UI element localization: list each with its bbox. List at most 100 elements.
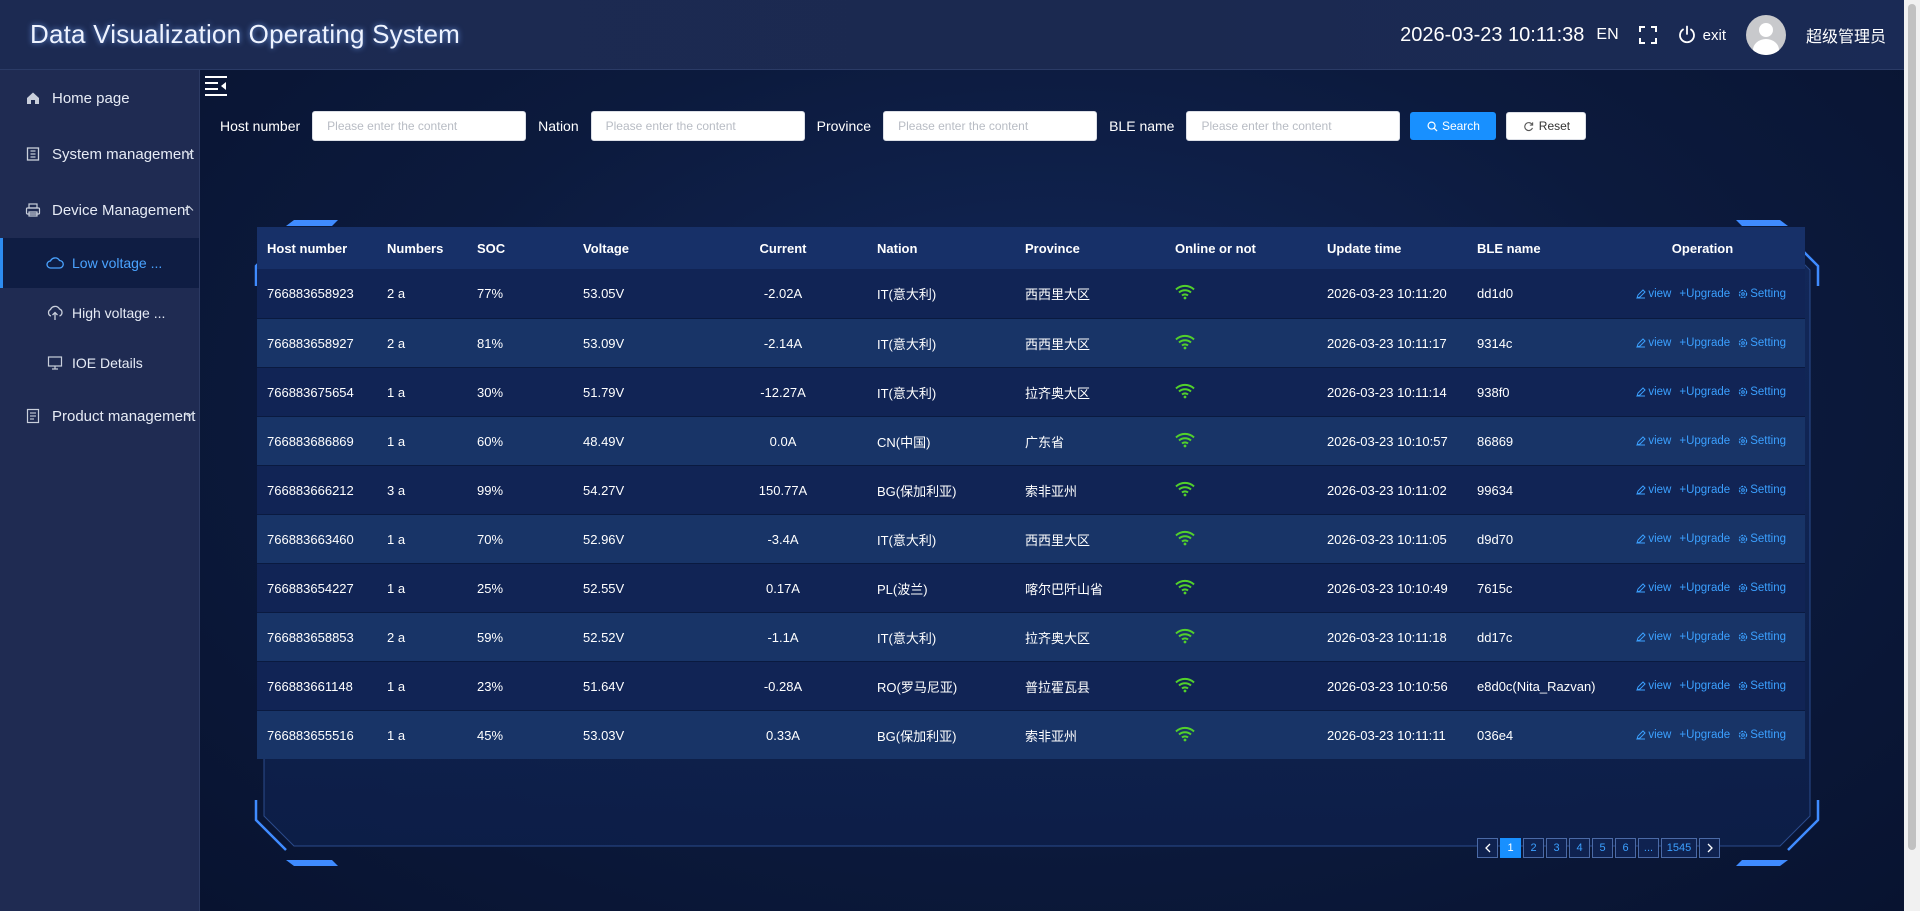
upgrade-button[interactable]: + Upgrade bbox=[1679, 386, 1730, 398]
cell-soc: 60% bbox=[477, 433, 504, 449]
cell-numbers: 1 a bbox=[387, 433, 406, 449]
view-button[interactable]: view bbox=[1636, 288, 1671, 300]
nation-input[interactable] bbox=[590, 111, 805, 141]
cell-ble-name: 9314c bbox=[1477, 335, 1513, 351]
setting-button[interactable]: Setting bbox=[1738, 337, 1786, 349]
sidebar-item-label: Device Management bbox=[52, 201, 190, 219]
page-scrollbar[interactable] bbox=[1904, 0, 1920, 911]
view-label: view bbox=[1648, 435, 1672, 447]
cell-operation: view + Upgrade Setting bbox=[1601, 337, 1804, 349]
cell-current: -12.27A bbox=[760, 384, 806, 400]
setting-button[interactable]: Setting bbox=[1738, 533, 1786, 545]
scrollbar-thumb[interactable] bbox=[1908, 4, 1916, 850]
wifi-icon bbox=[1175, 530, 1195, 545]
sidebar-item-product-management[interactable]: Product management bbox=[0, 388, 199, 444]
ble-name-input[interactable] bbox=[1186, 111, 1401, 141]
setting-label: Setting bbox=[1750, 533, 1786, 545]
exit-button[interactable]: exit bbox=[1677, 25, 1726, 45]
fullscreen-icon[interactable] bbox=[1638, 26, 1657, 44]
document-icon bbox=[24, 407, 42, 425]
cell-online bbox=[1145, 481, 1297, 500]
cell-province: 拉齐奥大区 bbox=[1025, 385, 1091, 401]
setting-button[interactable]: Setting bbox=[1738, 288, 1786, 300]
province-input[interactable] bbox=[883, 111, 1098, 141]
page-button[interactable]: 3 bbox=[1546, 838, 1567, 858]
view-button[interactable]: view bbox=[1636, 435, 1671, 447]
view-button[interactable]: view bbox=[1636, 484, 1671, 496]
cell-ble-name: 86869 bbox=[1477, 433, 1514, 449]
cloud-icon bbox=[46, 254, 64, 272]
plus-icon: + bbox=[1679, 631, 1687, 643]
setting-button[interactable]: Setting bbox=[1738, 435, 1786, 447]
user-name[interactable]: 超级管理员 bbox=[1805, 29, 1886, 46]
cell-voltage: 54.27V bbox=[583, 482, 625, 498]
column-header: BLE name bbox=[1477, 240, 1541, 256]
cell-voltage: 52.52V bbox=[583, 629, 625, 645]
view-button[interactable]: view bbox=[1636, 386, 1671, 398]
view-button[interactable]: view bbox=[1636, 680, 1671, 692]
cell-soc: 45% bbox=[477, 727, 504, 743]
search-button[interactable]: Search bbox=[1410, 112, 1497, 140]
view-button[interactable]: view bbox=[1636, 533, 1671, 545]
upgrade-button[interactable]: + Upgrade bbox=[1679, 484, 1730, 496]
table-row: 766883666212 3 a 99% 54.27V 150.77A BG(保… bbox=[257, 465, 1805, 514]
setting-button[interactable]: Setting bbox=[1738, 582, 1786, 594]
view-button[interactable]: view bbox=[1636, 337, 1671, 349]
cell-nation: CN(中国) bbox=[877, 434, 931, 450]
setting-button[interactable]: Setting bbox=[1738, 729, 1786, 741]
sidebar-subitem-low-voltage[interactable]: Low voltage ... bbox=[0, 238, 199, 288]
upgrade-button[interactable]: + Upgrade bbox=[1679, 680, 1730, 692]
page-button[interactable]: 4 bbox=[1569, 838, 1590, 858]
table-row: 766883658923 2 a 77% 53.05V -2.02A IT(意大… bbox=[257, 269, 1805, 318]
column-header: Operation bbox=[1671, 240, 1734, 256]
sidebar-item-system-management[interactable]: System management bbox=[0, 126, 199, 182]
cell-soc: 77% bbox=[477, 286, 504, 301]
upgrade-button[interactable]: + Upgrade bbox=[1679, 582, 1730, 594]
view-button[interactable]: view bbox=[1636, 729, 1671, 741]
upgrade-button[interactable]: + Upgrade bbox=[1679, 337, 1730, 349]
page-button[interactable]: 6 bbox=[1615, 838, 1636, 858]
upgrade-button[interactable]: + Upgrade bbox=[1679, 533, 1730, 545]
setting-button[interactable]: Setting bbox=[1738, 631, 1786, 643]
avatar[interactable] bbox=[1745, 15, 1786, 55]
cell-host-number: 766883661148 bbox=[267, 678, 353, 694]
wifi-icon bbox=[1175, 432, 1195, 447]
setting-button[interactable]: Setting bbox=[1738, 386, 1786, 398]
cell-voltage: 53.03V bbox=[583, 727, 625, 743]
page-button[interactable]: 2 bbox=[1523, 838, 1544, 858]
menu-collapse-icon[interactable] bbox=[204, 74, 228, 96]
sidebar-subitem-high-voltage[interactable]: High voltage ... bbox=[0, 288, 199, 338]
upgrade-button[interactable]: + Upgrade bbox=[1679, 288, 1730, 300]
view-button[interactable]: view bbox=[1636, 582, 1671, 594]
reset-button[interactable]: Reset bbox=[1506, 112, 1587, 140]
upgrade-button[interactable]: + Upgrade bbox=[1679, 435, 1730, 447]
page-button[interactable]: 1545 bbox=[1661, 838, 1697, 858]
cell-update-time: 2026-03-23 10:11:11 bbox=[1327, 727, 1446, 743]
prev-page-button[interactable] bbox=[1477, 838, 1498, 858]
view-label: view bbox=[1648, 680, 1672, 692]
sidebar-subitem-ioe-details[interactable]: IOE Details bbox=[0, 338, 199, 388]
host-number-input[interactable] bbox=[312, 111, 527, 141]
view-button[interactable]: view bbox=[1636, 631, 1671, 643]
setting-button[interactable]: Setting bbox=[1738, 680, 1786, 692]
cell-soc: 23% bbox=[477, 678, 504, 694]
wifi-icon bbox=[1175, 481, 1195, 496]
upgrade-button[interactable]: + Upgrade bbox=[1679, 729, 1730, 741]
printer-icon bbox=[24, 201, 42, 219]
sidebar-item-device-management[interactable]: Device Management bbox=[0, 182, 199, 238]
page-ellipsis[interactable]: ... bbox=[1638, 838, 1659, 858]
sidebar-item-home[interactable]: Home page bbox=[0, 70, 199, 126]
setting-button[interactable]: Setting bbox=[1738, 484, 1786, 496]
page-button[interactable]: 5 bbox=[1592, 838, 1613, 858]
language-switch[interactable]: EN bbox=[1596, 26, 1619, 43]
upgrade-button[interactable]: + Upgrade bbox=[1679, 631, 1730, 643]
cell-online bbox=[1145, 284, 1297, 303]
cell-soc: 25% bbox=[477, 580, 504, 596]
cell-voltage: 52.96V bbox=[583, 531, 625, 547]
next-page-button[interactable] bbox=[1699, 838, 1720, 858]
top-header: Data Visualization Operating System 2026… bbox=[0, 0, 1904, 70]
cell-soc: 30% bbox=[477, 384, 504, 400]
cell-current: 0.33A bbox=[766, 727, 800, 743]
cell-ble-name: 036e4 bbox=[1477, 727, 1514, 743]
page-button[interactable]: 1 bbox=[1500, 838, 1521, 858]
